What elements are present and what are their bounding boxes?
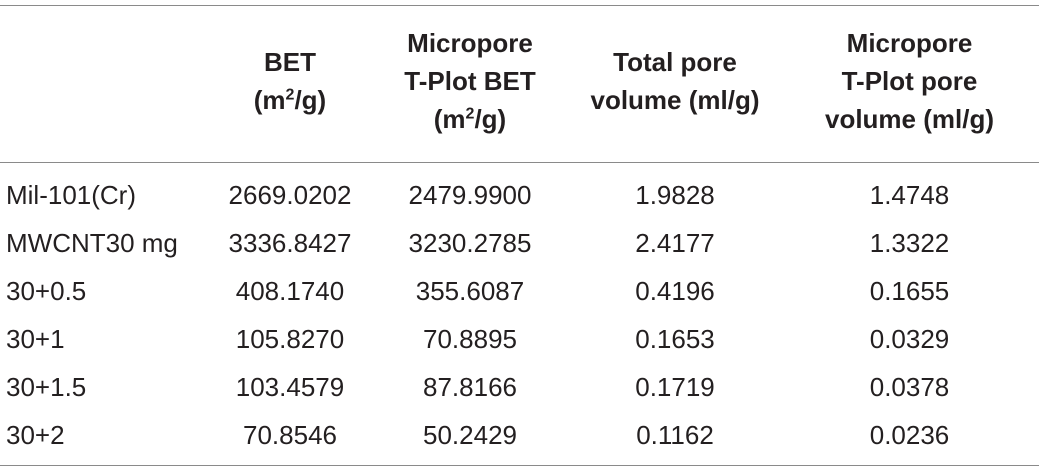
table-body: Mil-101(Cr) 2669.0202 2479.9900 1.9828 1.474…	[0, 163, 1039, 466]
cell-total-pore-volume: 2.4177	[635, 228, 715, 258]
cell-micropore-tplot-pore-volume: 1.3322	[869, 228, 950, 258]
cell-micropore-tplot-pore-volume: 1.4748	[869, 180, 950, 210]
table-row: 30+1 105.8270 70.8895 0.1653 0.0329	[0, 315, 1039, 363]
cell-total-pore-volume: 0.1719	[635, 372, 715, 402]
data-table-container: BET (m2/g) Micropore T-Plot BET (m2/g) T…	[0, 5, 1039, 466]
cell-micropore-tplot-bet: 50.2429	[423, 420, 517, 450]
cell-bet: 2669.0202	[228, 180, 352, 210]
table-row: 30+2 70.8546 50.2429 0.1162 0.0236	[0, 411, 1039, 466]
cell-micropore-tplot-bet: 3230.2785	[408, 228, 532, 258]
cell-total-pore-volume: 0.1653	[635, 324, 715, 354]
header-total-pore-volume-line-2: volume (ml/g)	[590, 85, 760, 115]
header-micropore-tplot-pore-volume-line-3: volume (ml/g)	[824, 104, 994, 134]
header-bet: BET (m2/g)	[210, 6, 370, 163]
cell-total-pore-volume: 0.4196	[635, 276, 715, 306]
cell-micropore-tplot-pore-volume: 0.0236	[869, 420, 950, 450]
table-row: 30+0.5 408.1740 355.6087 0.4196 0.1655	[0, 267, 1039, 315]
cell-sample: 30+2	[6, 420, 65, 450]
header-micropore-tplot-pore-volume: Micropore T-Plot pore volume (ml/g)	[780, 6, 1039, 163]
table-row: MWCNT30 mg 3336.8427 3230.2785 2.4177 1.3322	[0, 219, 1039, 267]
cell-sample: 30+1.5	[6, 372, 87, 402]
cell-sample: 30+0.5	[6, 276, 87, 306]
header-micropore-tplot-pore-volume-line-2: T-Plot pore	[841, 66, 978, 96]
header-sample	[0, 6, 210, 163]
header-bet-line-2: (m2/g)	[253, 85, 327, 115]
cell-bet: 408.1740	[235, 276, 345, 306]
cell-bet: 3336.8427	[228, 228, 352, 258]
header-micropore-tplot-bet-line-3: (m2/g)	[433, 104, 507, 134]
cell-sample: MWCNT30 mg	[6, 228, 178, 258]
header-micropore-tplot-bet-line-2: T-Plot BET	[404, 66, 536, 96]
cell-sample: 30+1	[6, 324, 65, 354]
cell-total-pore-volume: 0.1162	[636, 420, 714, 450]
header-micropore-tplot-bet: Micropore T-Plot BET (m2/g)	[370, 6, 570, 163]
cell-bet: 103.4579	[235, 372, 345, 402]
cell-bet: 70.8546	[243, 420, 337, 450]
cell-micropore-tplot-bet: 2479.9900	[408, 180, 532, 210]
cell-micropore-tplot-bet: 355.6087	[415, 276, 525, 306]
cell-micropore-tplot-pore-volume: 0.0329	[869, 324, 950, 354]
header-micropore-tplot-bet-line-1: Micropore	[407, 28, 533, 58]
cell-micropore-tplot-bet: 87.8166	[423, 372, 517, 402]
cell-micropore-tplot-bet: 70.8895	[423, 324, 517, 354]
table-header: BET (m2/g) Micropore T-Plot BET (m2/g) T…	[0, 5, 1039, 163]
cell-total-pore-volume: 1.9828	[635, 180, 715, 210]
table-row: 30+1.5 103.4579 87.8166 0.1719 0.0378	[0, 363, 1039, 411]
cell-micropore-tplot-pore-volume: 0.1655	[869, 276, 950, 306]
header-total-pore-volume-line-1: Total pore	[613, 47, 737, 77]
cell-sample: Mil-101(Cr)	[6, 180, 136, 210]
header-bet-line-1: BET	[264, 47, 316, 77]
table-row: Mil-101(Cr) 2669.0202 2479.9900 1.9828 1.474…	[0, 163, 1039, 220]
header-row: BET (m2/g) Micropore T-Plot BET (m2/g) T…	[0, 5, 1039, 163]
pore-properties-table: BET (m2/g) Micropore T-Plot BET (m2/g) T…	[0, 5, 1039, 466]
header-micropore-tplot-pore-volume-line-1: Micropore	[846, 28, 973, 58]
cell-micropore-tplot-pore-volume: 0.0378	[869, 372, 950, 402]
cell-bet: 105.8270	[235, 324, 345, 354]
header-total-pore-volume: Total pore volume (ml/g)	[570, 6, 780, 163]
